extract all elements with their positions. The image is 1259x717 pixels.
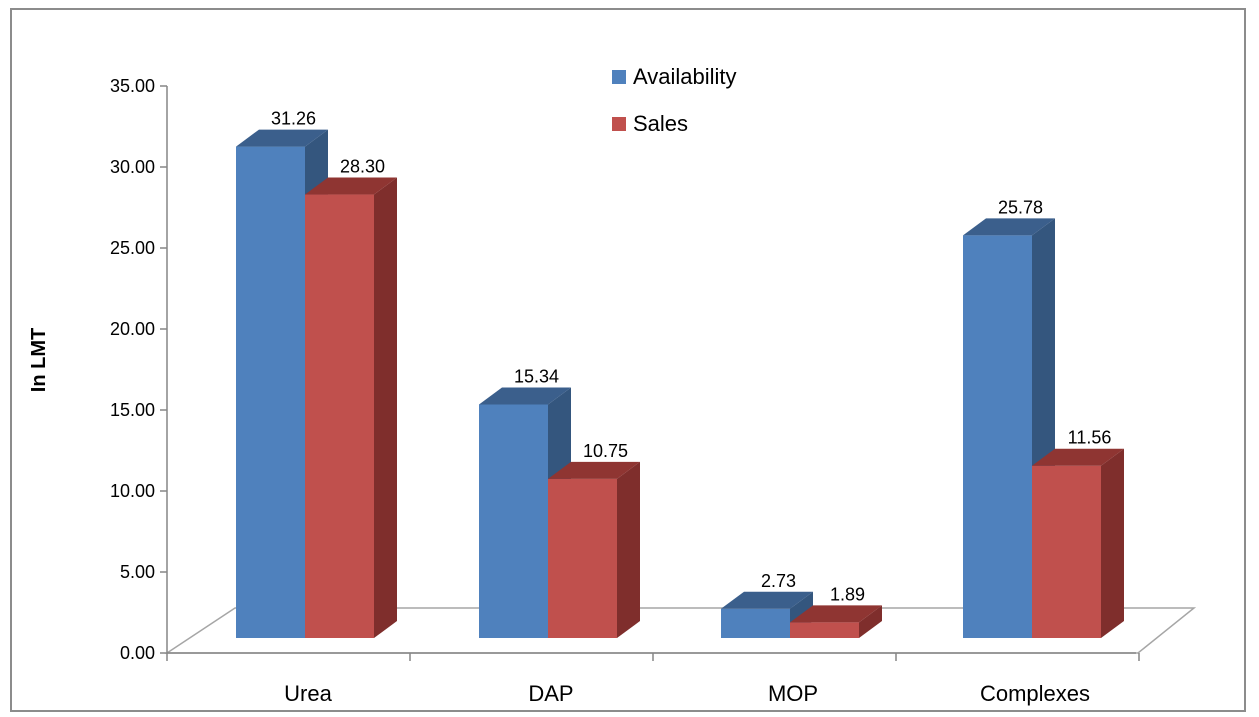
legend-entry: Sales	[633, 111, 688, 136]
y-tick-label: 25.00	[110, 238, 155, 258]
y-tick-label: 35.00	[110, 76, 155, 96]
legend: Availability Sales	[612, 64, 737, 136]
bar-side	[1101, 448, 1124, 638]
bar	[305, 177, 397, 639]
y-axis: 0.00 5.00 10.00 15.00 20.00 25.00 30.00 35.00	[110, 76, 168, 663]
y-tick-label: 20.00	[110, 319, 155, 339]
data-label: 2.73	[761, 571, 796, 591]
y-tick-label: 5.00	[120, 562, 155, 582]
data-label: 1.89	[830, 584, 865, 604]
legend-swatch	[612, 117, 626, 131]
y-axis-label: In LMT	[28, 328, 50, 392]
y-tick-label: 15.00	[110, 400, 155, 420]
data-label: 11.56	[1068, 428, 1112, 448]
data-label: 28.30	[340, 157, 385, 177]
bar-top	[479, 387, 571, 405]
bar	[1032, 448, 1124, 638]
bar-top	[790, 605, 882, 623]
y-tick-label: 0.00	[120, 643, 155, 663]
bar-front	[305, 194, 374, 639]
bar-front	[236, 146, 305, 638]
x-tick-label: Complexes	[980, 681, 1090, 706]
bar	[790, 605, 882, 638]
bar-front	[548, 478, 617, 638]
x-axis: Urea DAP MOP Complexes	[166, 652, 1140, 706]
legend-swatch	[612, 70, 626, 84]
bar-front	[479, 404, 548, 638]
bars	[236, 129, 1124, 639]
bar-top	[305, 177, 397, 195]
x-tick-label: MOP	[768, 681, 818, 706]
y-tick-label: 30.00	[110, 157, 155, 177]
bar-side	[374, 177, 397, 639]
bar-top	[963, 218, 1055, 236]
bar-top	[548, 461, 640, 479]
legend-entry: Availability	[633, 64, 737, 89]
bar-top	[721, 591, 813, 609]
bar-side	[859, 605, 882, 638]
x-tick-label: DAP	[528, 681, 573, 706]
x-tick-label: Urea	[284, 681, 332, 706]
bar-front	[963, 235, 1032, 638]
y-tick-label: 10.00	[110, 481, 155, 501]
data-label: 25.78	[998, 197, 1043, 217]
data-label: 31.26	[271, 109, 316, 129]
data-label: 15.34	[514, 366, 559, 386]
bar-top	[1032, 448, 1124, 466]
bar-front	[1032, 465, 1101, 638]
bar-front	[721, 608, 790, 638]
bar-side	[617, 461, 640, 638]
bar	[548, 461, 640, 638]
bar-top	[236, 129, 328, 147]
data-label: 10.75	[583, 441, 628, 461]
data-labels: 31.26 28.30 15.34 10.75 2.73 1.89 25.78 11.56	[271, 109, 1111, 605]
bar-front	[790, 622, 859, 638]
